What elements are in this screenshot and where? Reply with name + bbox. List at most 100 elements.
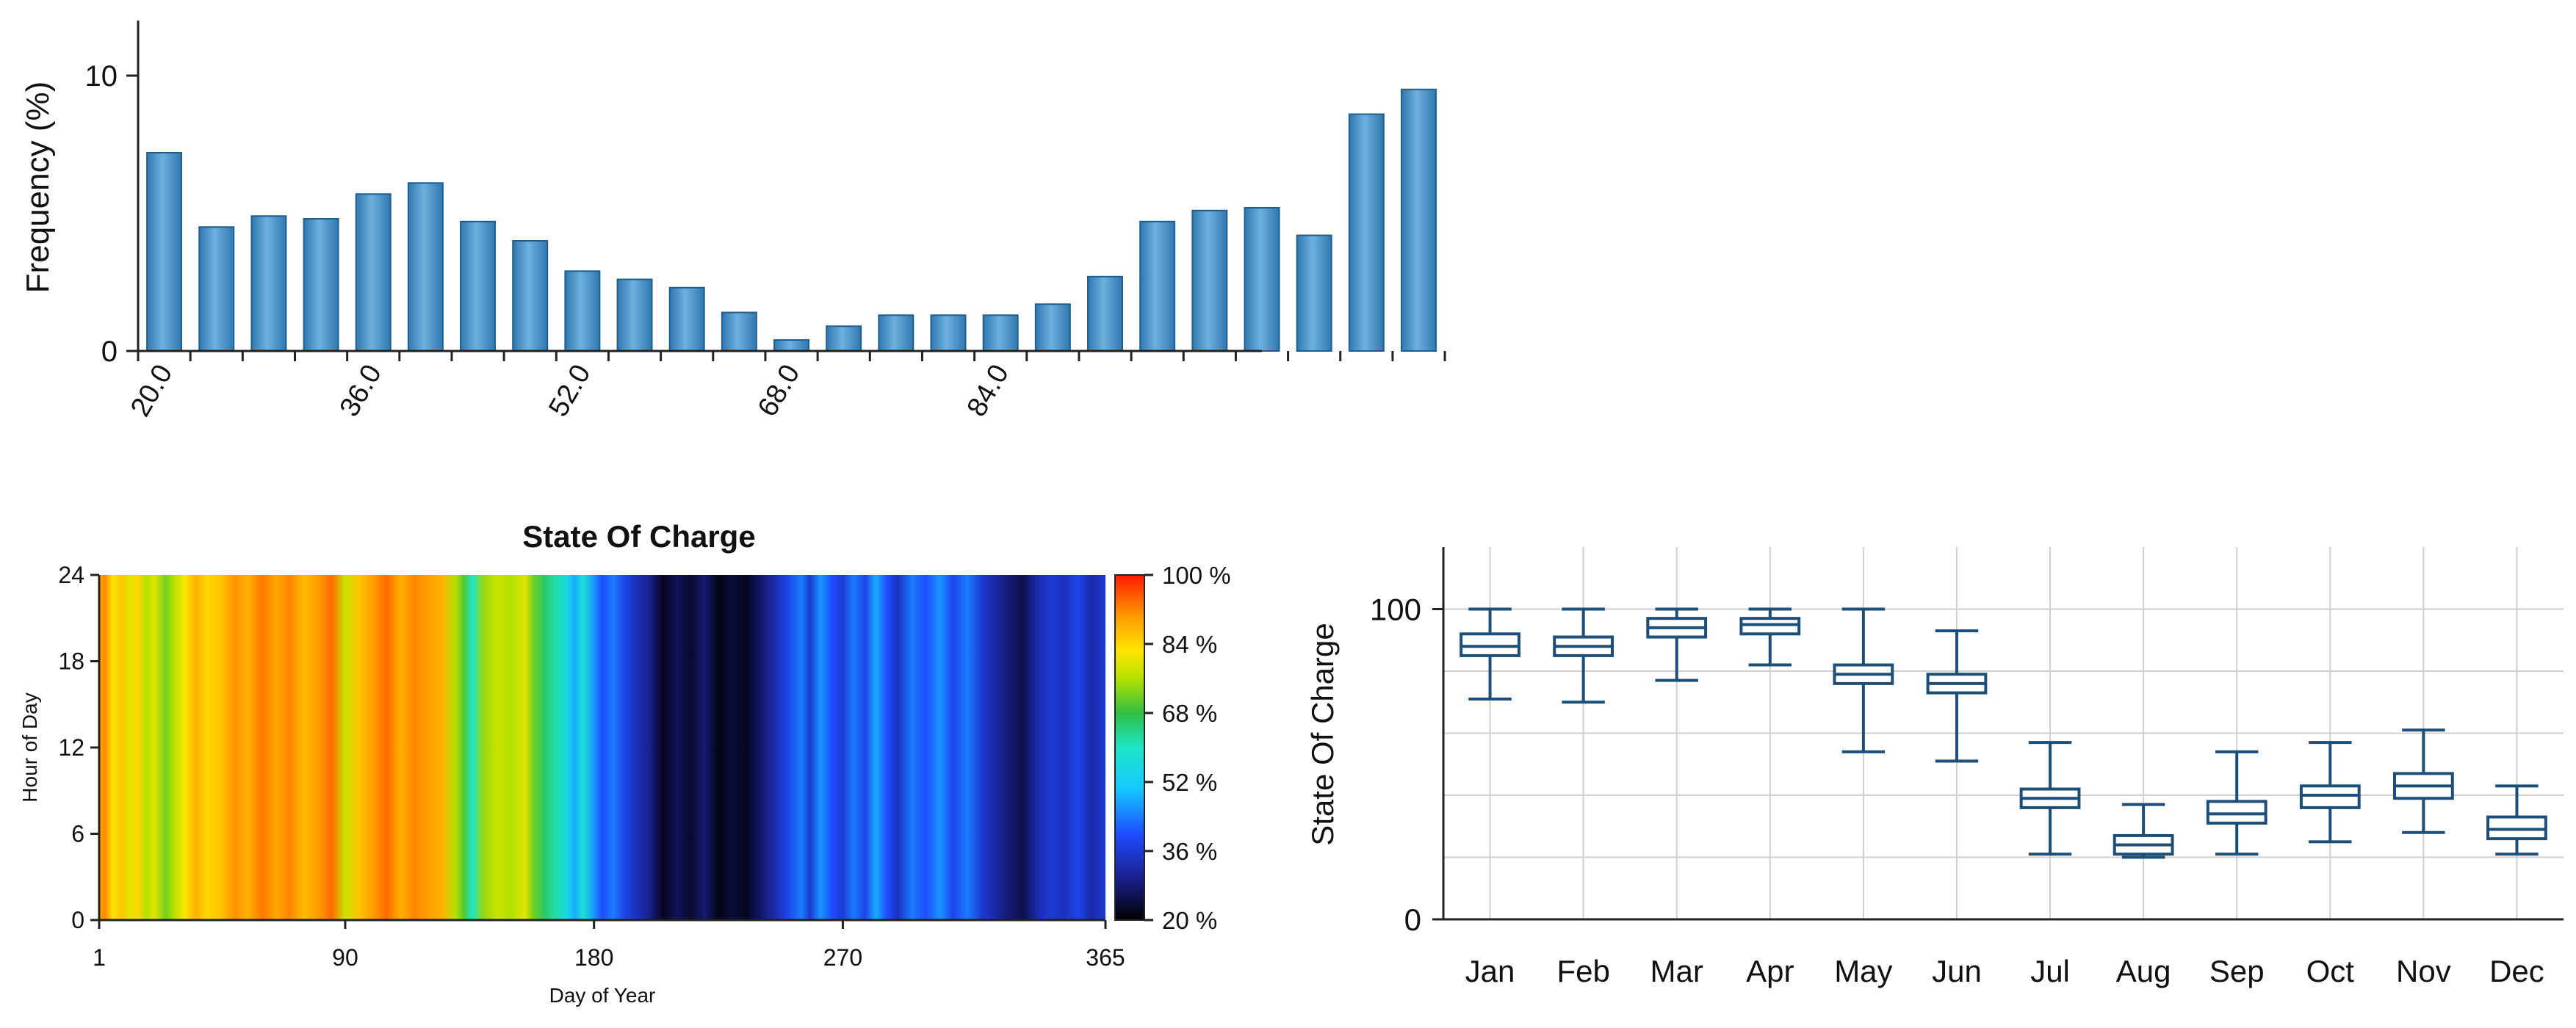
histogram-bar [1348,113,1385,352]
histogram-x-tick-label: 36.0 [334,360,388,422]
boxplot-x-tick-label: Jun [1932,954,1982,988]
histogram-x-tick-label: 68.0 [752,360,806,422]
boxplot-x-tick-label: Jul [2030,954,2070,988]
boxplot-x-tick-label: Nov [2396,954,2451,988]
heatmap-x-label: Day of Year [549,984,656,1007]
box-may [1833,607,1894,753]
histogram-bar [250,215,287,352]
histogram-bar [1139,220,1176,352]
colorbar-tick-label: 20 % [1162,907,1217,934]
boxplot-x-tick-label: Mar [1650,954,1703,988]
histogram-bar [407,182,444,352]
histogram-x-tick-label: 20.0 [125,360,178,422]
histogram-bar [512,240,549,352]
boxplot-y-tick-label: 0 [1404,902,1421,937]
box-iqr [2299,784,2361,809]
heatmap-x-ticks: 1 90 180 270 365 [93,920,1125,971]
histogram-x-ticks: 20.0 36.0 52.0 68.0 84.0 [125,351,1446,422]
heatmap-y-tick-label: 24 [58,562,84,588]
heatmap-y-tick-label: 0 [71,907,84,933]
histogram-bar [878,314,914,352]
box-iqr [2206,800,2267,825]
colorbar [1114,574,1145,921]
state-of-charge-heatmap: State Of Charge 0 6 12 18 24 1 90 180 270 365 Ho… [18,519,1231,1007]
heatmap-x-tick-label: 1 [93,944,106,971]
heatmap-y-label: Hour of Day [18,692,41,802]
histogram-bar [564,270,601,352]
colorbar-tick-label: 84 % [1162,631,1217,658]
boxplot-x-ticks: Jan Feb Mar Apr May Jun Jul Aug Sep Oct Nov Dec [1465,954,2544,988]
histogram-bar [616,278,653,352]
boxplot-x-tick-label: Aug [2116,954,2171,988]
histogram-y-tick-label: 10 [85,60,118,93]
heatmap-y-ticks: 0 6 12 18 24 [58,562,99,933]
heatmap-x-tick-label: 365 [1086,944,1125,971]
heatmap-title: State Of Charge [522,519,755,554]
histogram-y-label: Frequency (%) [20,82,56,294]
boxplot-gridlines [1443,547,2564,919]
heatmap-x-tick-label: 180 [574,944,613,971]
heatmap-y-tick-label: 12 [58,734,84,761]
box-mar [1646,607,1708,682]
histogram-bar [826,325,862,352]
boxplot-x-tick-label: Dec [2489,954,2544,988]
colorbar-tick-label: 68 % [1162,700,1217,727]
box-aug [2113,803,2174,859]
heatmap-y-tick-label: 18 [58,648,84,675]
histogram-bar [1191,209,1228,352]
box-apr [1739,607,1801,667]
boxplot-x-tick-label: May [1834,954,1892,988]
heatmap-x-tick-label: 90 [332,944,358,971]
box-iqr [1460,632,1520,657]
histogram-bar [198,226,235,352]
histogram-bar [982,314,1019,352]
boxplot-x-tick-label: Apr [1746,954,1794,988]
boxplot-x-tick-label: Oct [2306,954,2355,988]
box-jul [2019,741,2081,856]
box-jun [1926,629,1988,763]
histogram-y-tick-label: 0 [101,336,118,368]
boxplot-y-tick-label: 100 [1370,593,1421,627]
histogram-bars [146,88,1437,352]
boxplot-x-tick-label: Feb [1556,954,1609,988]
boxplot-y-ticks: 0 100 [1370,593,1443,937]
colorbar-tick-label: 100 % [1162,562,1231,589]
histogram-bar [773,339,810,352]
histogram-bar [1087,275,1123,352]
histogram-x-tick-label: 52.0 [543,360,596,422]
histogram-bar [1401,88,1437,352]
box-sep [2206,750,2267,856]
colorbar-tick-label: 36 % [1162,838,1217,865]
boxplot-x-tick-label: Sep [2209,954,2265,988]
box-iqr [1739,617,1801,636]
histogram-bar [1034,303,1071,352]
histogram-bar [355,193,392,352]
histogram-bar [1296,234,1332,352]
colorbar-ticks: 20 % 36 % 52 % 68 % 84 % 100 % [1144,562,1231,934]
histogram-bar [303,218,339,352]
heatmap-x-tick-label: 270 [823,944,862,971]
histogram-bar [668,286,705,352]
histogram-bar [146,152,183,352]
histogram-bar [721,311,757,352]
box-oct [2299,741,2361,844]
histogram-bar [460,220,497,352]
histogram-bar [1244,207,1280,352]
heatmap-field [99,575,1105,920]
boxplot-boxes [1460,607,2547,859]
boxplot-y-label: State Of Charge [1305,623,1340,846]
histogram-y-ticks: 0 10 [85,60,138,368]
frequency-histogram: 0 10 20.0 36.0 52.0 68.0 84.0 Frequency (%) [20,21,1446,422]
box-feb [1553,607,1614,704]
heatmap-y-tick-label: 6 [71,821,84,847]
histogram-x-tick-label: 84.0 [962,360,1015,422]
box-jan [1460,607,1520,701]
histogram-bar [930,314,967,352]
box-nov [2392,728,2454,834]
colorbar-tick-label: 52 % [1162,769,1217,796]
monthly-state-of-charge-boxplot: 0 100 Jan Feb Mar Apr May Jun Jul Aug Sep Oct Nov De… [1305,547,2564,988]
box-dec [2486,784,2547,856]
box-iqr [2486,815,2547,841]
boxplot-x-tick-label: Jan [1465,954,1515,988]
